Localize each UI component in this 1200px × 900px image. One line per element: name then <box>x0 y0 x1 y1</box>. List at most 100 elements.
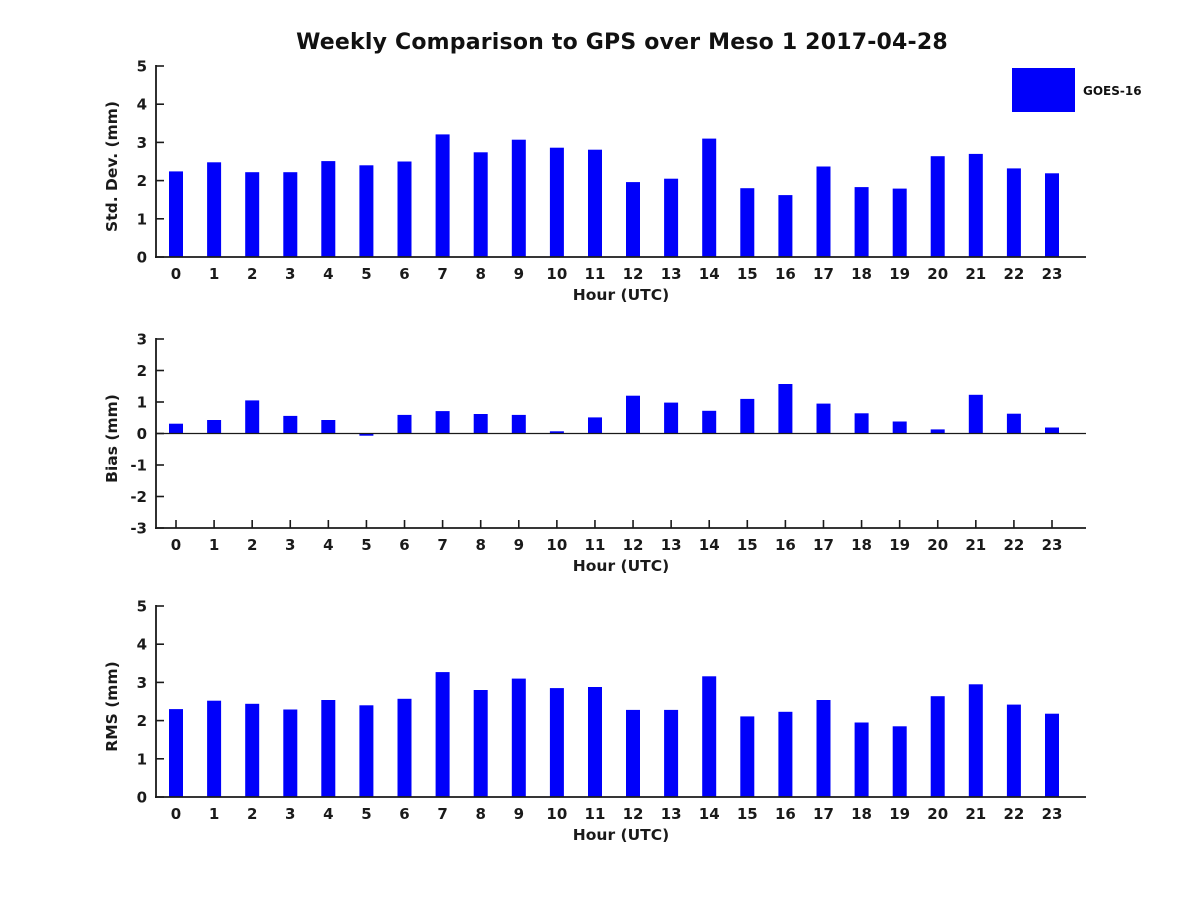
bar-hour-21 <box>968 394 983 434</box>
x-tick-label: 10 <box>546 805 567 823</box>
bar-hour-4 <box>321 700 336 797</box>
x-tick-label: 1 <box>209 805 219 823</box>
bar-hour-15 <box>740 398 755 434</box>
x-axis-label: Hour (UTC) <box>573 557 669 575</box>
x-tick-label: 11 <box>585 805 606 823</box>
bar-hour-15 <box>740 716 755 797</box>
x-tick-label: 20 <box>927 265 948 283</box>
bar-hour-2 <box>245 172 260 257</box>
x-tick-label: 3 <box>285 805 295 823</box>
bar-hour-9 <box>511 414 526 434</box>
bar-hour-1 <box>207 162 222 257</box>
x-tick-label: 23 <box>1042 265 1063 283</box>
bar-hour-17 <box>816 166 831 257</box>
x-tick-label: 22 <box>1003 265 1024 283</box>
bar-hour-6 <box>397 161 412 257</box>
x-tick-label: 16 <box>775 805 796 823</box>
x-tick-label: 3 <box>285 536 295 554</box>
bar-hour-6 <box>397 698 412 797</box>
x-tick-label: 0 <box>171 265 181 283</box>
bar-hour-0 <box>169 709 183 797</box>
x-tick-label: 19 <box>889 265 910 283</box>
bar-hour-0 <box>169 171 183 257</box>
x-tick-label: 7 <box>437 265 447 283</box>
bar-hour-5 <box>359 433 374 436</box>
x-tick-label: 19 <box>889 805 910 823</box>
x-tick-label: 8 <box>475 536 485 554</box>
x-tick-label: 14 <box>699 265 720 283</box>
x-tick-label: 5 <box>361 805 371 823</box>
bar-hour-16 <box>778 711 793 797</box>
x-tick-label: 14 <box>699 536 720 554</box>
bar-hour-22 <box>1006 413 1021 434</box>
x-tick-label: 9 <box>514 265 524 283</box>
y-tick-label: 4 <box>137 96 147 114</box>
bar-hour-20 <box>930 156 945 257</box>
y-tick-label: 1 <box>137 394 147 412</box>
x-tick-label: 17 <box>813 265 834 283</box>
bar-hour-18 <box>854 187 869 257</box>
bar-hour-21 <box>968 684 983 797</box>
bar-hour-18 <box>854 413 869 434</box>
y-tick-label: 3 <box>137 674 147 692</box>
x-tick-label: 1 <box>209 265 219 283</box>
x-tick-label: 20 <box>927 805 948 823</box>
bar-hour-12 <box>626 182 640 257</box>
bar-hour-22 <box>1006 168 1021 257</box>
y-tick-label: -1 <box>130 457 147 475</box>
bar-hour-12 <box>626 709 640 797</box>
bar-hour-17 <box>816 403 831 434</box>
bar-hour-5 <box>359 165 374 257</box>
x-tick-label: 13 <box>661 805 682 823</box>
x-tick-label: 6 <box>399 265 409 283</box>
y-tick-label: 2 <box>137 712 147 730</box>
bar-hour-19 <box>892 188 907 257</box>
bar-hour-8 <box>473 414 488 434</box>
y-axis-label: Std. Dev. (mm) <box>103 101 121 232</box>
y-tick-label: -3 <box>130 520 147 538</box>
y-tick-label: 0 <box>137 425 147 443</box>
bar-hour-20 <box>930 429 945 434</box>
x-tick-label: 19 <box>889 536 910 554</box>
x-tick-label: 12 <box>623 805 644 823</box>
x-tick-label: 4 <box>323 265 333 283</box>
x-tick-label: 22 <box>1003 536 1024 554</box>
x-tick-label: 9 <box>514 536 524 554</box>
legend-label-goes16: GOES-16 <box>1083 84 1142 98</box>
bar-hour-11 <box>588 417 602 434</box>
y-tick-label: 0 <box>137 789 147 807</box>
x-tick-label: 18 <box>851 536 872 554</box>
x-tick-label: 18 <box>851 265 872 283</box>
y-tick-label: 1 <box>137 750 147 768</box>
x-tick-label: 6 <box>399 536 409 554</box>
bar-hour-23 <box>1045 713 1059 797</box>
x-tick-label: 2 <box>247 805 257 823</box>
y-tick-label: 1 <box>137 210 147 228</box>
x-tick-label: 10 <box>546 536 567 554</box>
x-tick-label: 23 <box>1042 805 1063 823</box>
y-tick-label: -2 <box>130 488 147 506</box>
x-tick-label: 8 <box>475 265 485 283</box>
legend-swatch-goes16 <box>1012 68 1075 112</box>
bar-hour-13 <box>664 178 679 257</box>
x-tick-label: 8 <box>475 805 485 823</box>
x-tick-label: 22 <box>1003 805 1024 823</box>
bar-hour-13 <box>664 402 679 434</box>
bar-hour-20 <box>930 696 945 797</box>
x-tick-label: 4 <box>323 536 333 554</box>
bar-hour-16 <box>778 195 793 257</box>
bar-hour-14 <box>702 676 717 797</box>
x-tick-label: 21 <box>965 536 986 554</box>
bar-hour-1 <box>207 420 222 434</box>
y-tick-label: 3 <box>137 331 147 349</box>
bar-hour-22 <box>1006 704 1021 797</box>
x-tick-label: 6 <box>399 805 409 823</box>
bar-hour-4 <box>321 161 336 257</box>
bar-hour-7 <box>435 672 450 797</box>
x-tick-label: 2 <box>247 265 257 283</box>
x-tick-label: 21 <box>965 265 986 283</box>
x-tick-label: 5 <box>361 265 371 283</box>
x-tick-label: 20 <box>927 536 948 554</box>
